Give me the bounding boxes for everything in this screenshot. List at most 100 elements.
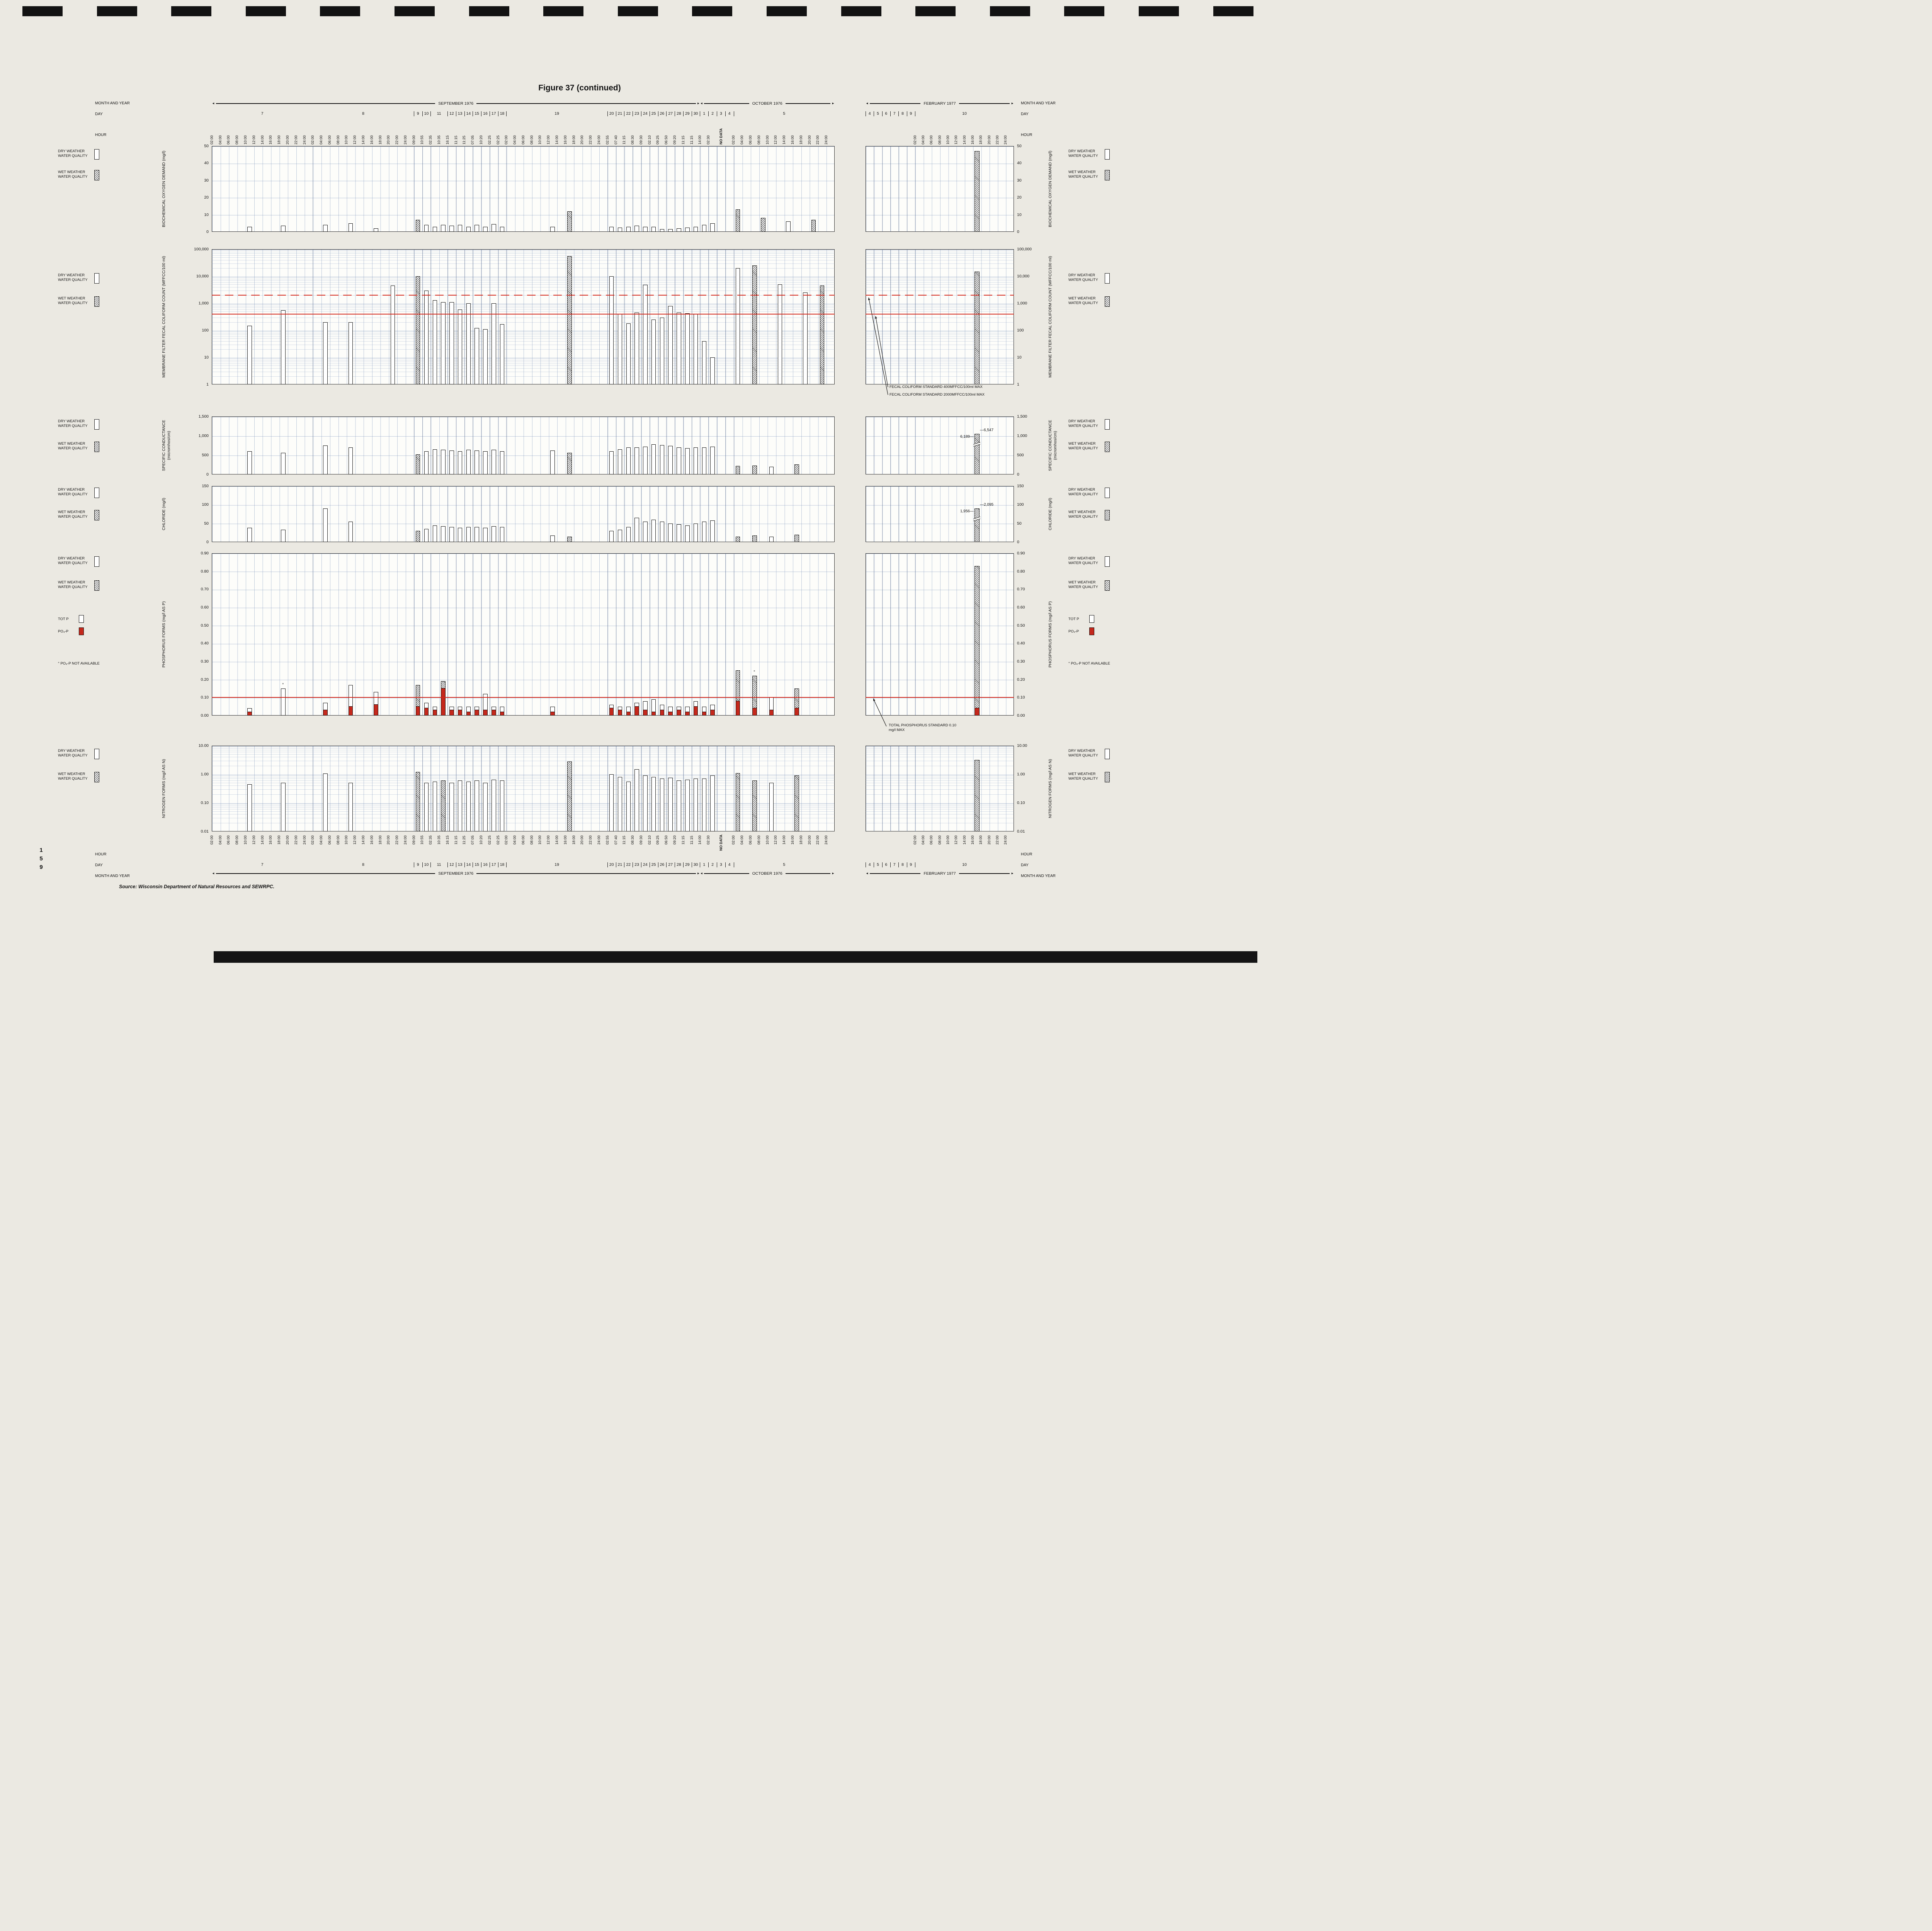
- bar-nitrogen: [677, 780, 681, 831]
- day-label-bottom: 6: [885, 862, 888, 867]
- y-tick-label-left: 150: [202, 484, 209, 488]
- bar-nitrogen: [752, 780, 757, 831]
- day-boundary-line: [464, 486, 465, 542]
- hour-label-top: 02:25: [487, 135, 492, 144]
- day-label-top: 8: [362, 111, 365, 116]
- month-line: [785, 103, 831, 104]
- grid-minor-line: [866, 268, 1014, 269]
- hour-label-bottom: 24:00: [824, 835, 829, 845]
- bar-po4-segment: [795, 708, 799, 715]
- grid-minor-line: [866, 780, 1014, 781]
- hour-label-bottom: 11:15: [622, 835, 627, 845]
- bar-po4-segment: [500, 711, 504, 715]
- day-label-bottom: 17: [491, 862, 496, 867]
- y-tick-label-left: 0.90: [201, 551, 209, 556]
- hour-label-top: 22:00: [995, 135, 1000, 144]
- chart-area-feb-phosphorus: [866, 553, 1014, 716]
- bar-fecal_coliform: [735, 268, 740, 384]
- bar-phosphorus: [677, 706, 681, 716]
- hour-label-top: 22:00: [294, 135, 298, 144]
- day-boundary-line: [422, 249, 423, 384]
- day-label-bottom: 27: [668, 862, 673, 867]
- day-boundary-line: [430, 249, 431, 384]
- y-tick-label-right: 0.20: [1017, 677, 1025, 682]
- bar-po4-segment: [441, 688, 445, 715]
- bar-po4-segment: [651, 711, 656, 715]
- day-label-bottom: 25: [651, 862, 656, 867]
- grid-minor-line: [212, 794, 835, 795]
- day-boundary-line: [607, 249, 608, 384]
- day-boundary-line: [464, 249, 465, 384]
- legend-wet-right-3: WET WEATHER WATER QUALITY: [1068, 510, 1157, 520]
- y-tick-label-left: 1,500: [198, 414, 209, 419]
- grid-minor-line: [866, 255, 1014, 256]
- bar-bod: [323, 225, 328, 232]
- chart-area-feb-nitrogen: [866, 746, 1014, 831]
- bar-bod: [492, 224, 496, 232]
- bar-fecal_coliform: [668, 306, 673, 384]
- legend-dry-left-5: DRY WEATHER WATER QUALITY: [58, 749, 147, 759]
- bar-conductance: [634, 447, 639, 474]
- bar-conductance: [500, 451, 505, 474]
- wet-bar-icon: [1105, 772, 1110, 782]
- bar-fecal_coliform: [777, 284, 782, 384]
- day-separator-top: [683, 111, 684, 116]
- day-boundary-line: [464, 553, 465, 716]
- bar-fecal_coliform: [626, 323, 631, 384]
- legend-label: WET WEATHER WATER QUALITY: [1068, 170, 1098, 179]
- bar-po4-segment: [492, 709, 496, 715]
- dry-bar-icon: [1105, 749, 1110, 759]
- chart-area-feb-chloride: [866, 486, 1014, 542]
- hour-label-bottom: 14:00: [962, 835, 967, 845]
- hour-label-bottom: 18:00: [378, 835, 383, 845]
- bar-fecal_coliform: [820, 286, 825, 384]
- day-boundary-line: [422, 416, 423, 474]
- day-label-bottom: 12: [449, 862, 454, 867]
- day-separator-top: [464, 111, 465, 116]
- day-label-bottom: 21: [617, 862, 622, 867]
- hour-label-top: 18:00: [571, 135, 576, 144]
- day-label-top: 13: [457, 111, 463, 116]
- y-tick-label-left: 0.00: [201, 713, 209, 718]
- bar-po4-segment: [975, 708, 979, 715]
- hour-label-top: 02:30: [706, 135, 711, 144]
- grid-minor-line: [212, 376, 835, 377]
- legend-wet-right-0: WET WEATHER WATER QUALITY: [1068, 170, 1157, 180]
- dry-bar-icon: [1105, 556, 1110, 567]
- binding-mark: [1213, 6, 1253, 16]
- day-boundary-line: [430, 486, 431, 542]
- day-label-bottom: 18: [500, 862, 505, 867]
- bar-phosphorus: [449, 706, 454, 716]
- legend-dry-right-5: DRY WEATHER WATER QUALITY: [1068, 749, 1157, 759]
- hour-label-top: 08:30: [631, 135, 635, 144]
- bar-fecal_coliform: [609, 276, 614, 384]
- hour-label-bottom: 10:00: [765, 835, 770, 845]
- bar-chloride: [769, 536, 774, 542]
- day-label-top: 18: [500, 111, 505, 116]
- day-boundary-line: [607, 553, 608, 716]
- legend-wet-left-2: WET WEATHER WATER QUALITY: [58, 442, 147, 452]
- standard-line-2000: [866, 294, 1014, 296]
- y-tick-label-right: 1.00: [1017, 772, 1025, 777]
- bar-phosphorus: [634, 703, 639, 716]
- grid-minor-line: [866, 311, 1014, 312]
- hour-label-bottom: 11:25: [462, 835, 467, 845]
- binding-strip-bottom: [214, 951, 1257, 963]
- day-boundary-line: [725, 553, 726, 716]
- hour-label-top: 02:00: [731, 135, 736, 144]
- hour-label-bottom: 12:00: [954, 835, 959, 845]
- feb-annotation-left: 6,189—: [960, 435, 974, 439]
- bar-conductance: [677, 447, 681, 474]
- dry-bar-icon: [1105, 419, 1110, 430]
- day-label-top: 10: [962, 111, 967, 116]
- day-boundary-line: [447, 416, 448, 474]
- legend-label: WET WEATHER WATER QUALITY: [58, 296, 88, 306]
- day-label-bottom: 22: [626, 862, 631, 867]
- hour-label-bottom: 18:00: [571, 835, 576, 845]
- bar-bod: [761, 218, 765, 232]
- chart-area-main-fecal_coliform: [212, 249, 835, 384]
- bar-fecal_coliform: [677, 313, 681, 384]
- y-tick-label-right: 100: [1017, 328, 1024, 333]
- bar-phosphorus: [693, 701, 698, 716]
- month-line: [216, 873, 435, 874]
